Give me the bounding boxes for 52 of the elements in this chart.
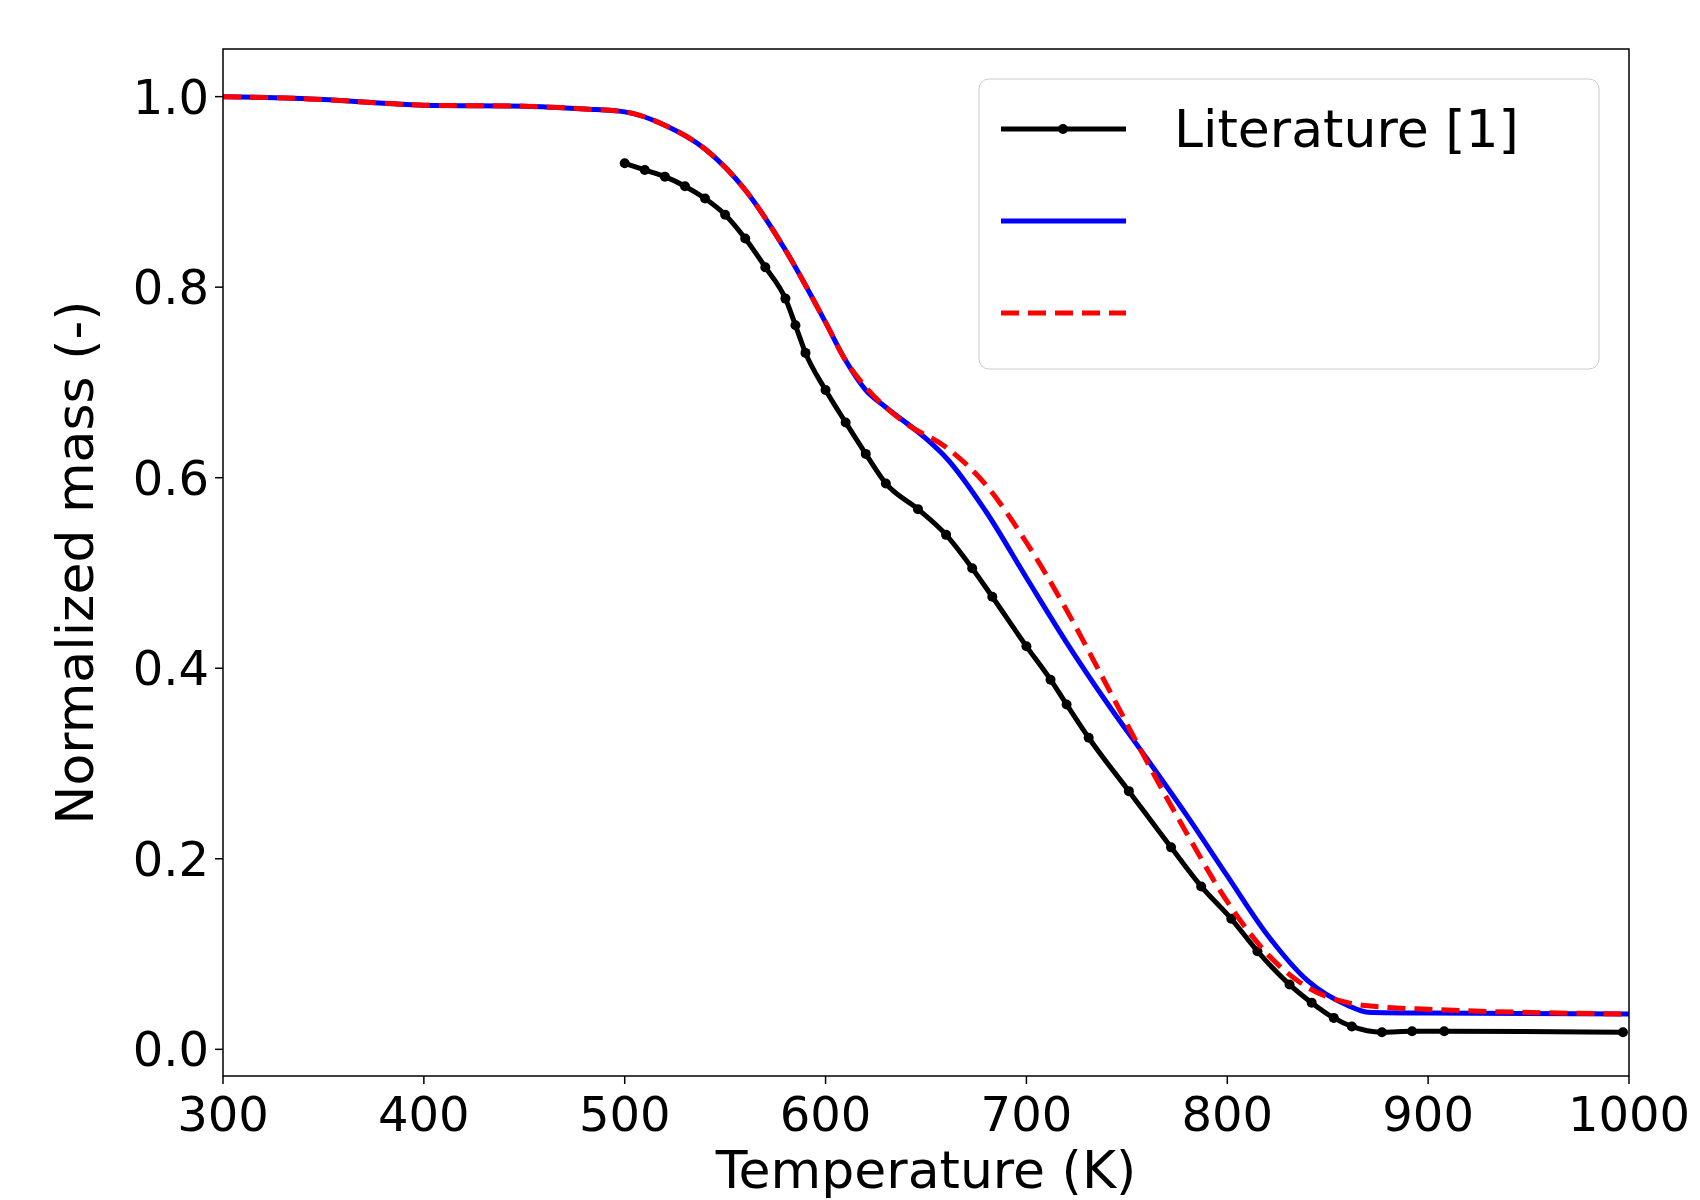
point (639, 164, 650, 175)
point (1083, 732, 1094, 743)
point (619, 158, 630, 169)
point (880, 478, 891, 489)
x-tick-label: 900 (1382, 1086, 1474, 1142)
point (740, 233, 751, 244)
point (840, 417, 851, 428)
x-tick-label: 700 (980, 1086, 1073, 1142)
point (1284, 979, 1295, 990)
legend-label: Literature [1] (1174, 99, 1519, 159)
point (679, 181, 690, 192)
point (1407, 1026, 1418, 1037)
point (760, 262, 771, 273)
point (1196, 881, 1207, 892)
y-tick-label: 1.0 (132, 68, 209, 125)
point (1061, 699, 1072, 710)
point (1439, 1026, 1450, 1037)
point (860, 448, 871, 459)
point (1306, 997, 1317, 1008)
point (1376, 1027, 1387, 1038)
point (1123, 786, 1134, 797)
point (912, 504, 923, 515)
x-tick-label: 500 (578, 1086, 671, 1142)
point (1021, 641, 1032, 652)
point (1346, 1021, 1357, 1032)
y-tick-label: 0.0 (132, 1021, 209, 1078)
point (1617, 1027, 1628, 1038)
x-tick-label: 600 (779, 1086, 872, 1142)
point (1252, 946, 1263, 957)
point (1166, 842, 1177, 853)
point (780, 293, 791, 304)
point (1045, 674, 1056, 685)
x-tick-label: 300 (177, 1086, 269, 1142)
point (1328, 1012, 1339, 1023)
x-tick-label: 1000 (1567, 1086, 1691, 1142)
x-tick-label: 400 (378, 1086, 470, 1142)
point (987, 591, 998, 602)
point (700, 193, 711, 204)
point (1226, 913, 1237, 924)
point (720, 209, 731, 220)
x-tick-label: 800 (1181, 1086, 1274, 1142)
y-tick-label: 0.2 (132, 830, 209, 887)
y-tick-label: 0.6 (132, 449, 209, 506)
point (941, 529, 952, 540)
y-tick-label: 0.4 (132, 640, 209, 697)
point (820, 385, 831, 396)
y-tick-label: 0.8 (132, 259, 209, 316)
y-axis-title: Normalized mass (-) (45, 300, 105, 825)
point (659, 171, 670, 182)
point (800, 347, 811, 358)
point (790, 320, 801, 331)
point (967, 563, 978, 574)
